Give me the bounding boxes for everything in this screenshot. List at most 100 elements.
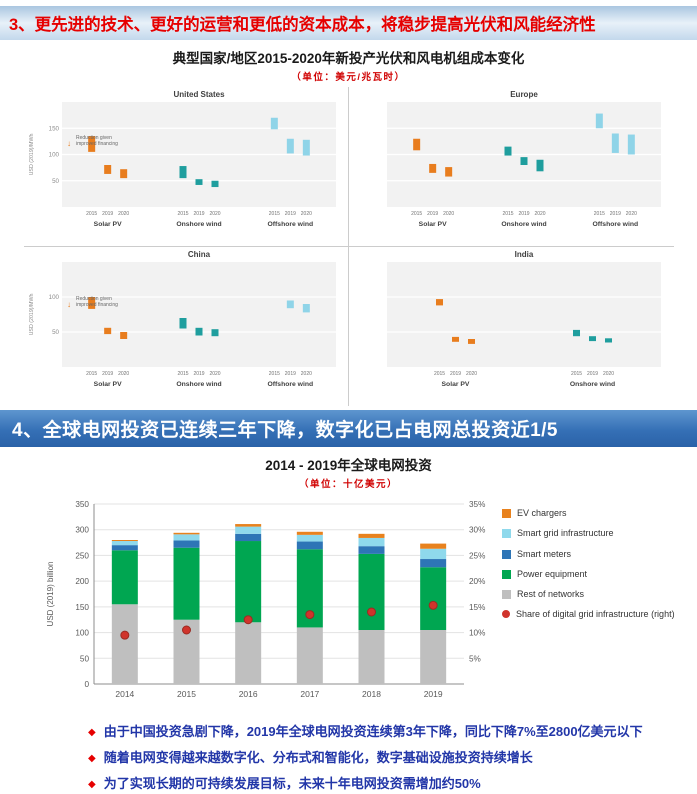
tech-label: Solar PV xyxy=(93,221,121,228)
year-label: 2015 xyxy=(502,211,513,217)
digital-share-dot xyxy=(367,607,376,617)
digital-share-dot xyxy=(182,625,191,635)
y-tick-label: 50 xyxy=(52,329,59,336)
y-tick-label: 200 xyxy=(75,577,89,586)
legend-item: Share of digital grid infrastructure (ri… xyxy=(502,609,697,620)
stack-segment xyxy=(111,550,138,605)
tech-label: Offshore wind xyxy=(592,221,638,228)
cost-chart-title: 典型国家/地区2015-2020年新投产光伏和风电机组成本变化 xyxy=(172,51,525,66)
legend-label: EV chargers xyxy=(517,508,567,518)
legend-swatch-icon xyxy=(502,549,511,559)
legend-item: Rest of networks xyxy=(502,589,697,600)
digital-share-dot xyxy=(305,610,315,620)
digital-share-dot xyxy=(243,615,253,625)
year-label: 2019 xyxy=(193,211,204,217)
stack-segment xyxy=(296,534,323,542)
stack-segment xyxy=(420,630,447,684)
legend-label: Smart meters xyxy=(517,548,572,559)
annotation-text: improved financing xyxy=(76,302,118,308)
y-axis-label: USD (2019)/MWh xyxy=(29,294,35,336)
stack-segment xyxy=(235,524,262,527)
stack-segment xyxy=(235,533,262,542)
y-tick-label: 50 xyxy=(80,654,90,663)
stack-segment xyxy=(358,533,385,538)
panel-title: China xyxy=(187,250,210,259)
stack-segment xyxy=(235,541,262,623)
cost-range-bar xyxy=(412,138,420,151)
bullet-item: ◆ 随着电网变得越来越数字化、分布式和智能化，数字基础设施投资持续增长 xyxy=(88,749,673,768)
key-points-list: ◆ 由于中国投资急剧下降，2019年全球电网投资连续第3年下降，同比下降7%至2… xyxy=(0,723,697,794)
bullet-text: 由于中国投资急剧下降，2019年全球电网投资连续第3年下降，同比下降7%至280… xyxy=(103,724,643,739)
plot-area xyxy=(61,262,336,367)
y-tick-label: 0 xyxy=(84,680,89,689)
cost-range-bar xyxy=(211,329,218,337)
year-label: 2015 xyxy=(411,211,422,217)
cost-range-bar xyxy=(119,169,127,179)
year-label: 2019 xyxy=(284,371,295,377)
legend-label: Rest of networks xyxy=(517,589,585,599)
cost-panel-chart: United States 50 100 150 USD (2019)/MWh 2015 2… xyxy=(29,90,336,228)
tech-label: Solar PV xyxy=(418,221,446,228)
x-tick-label: 2014 xyxy=(115,689,134,699)
year-label: 2020 xyxy=(118,371,129,377)
diamond-icon: ◆ xyxy=(88,778,96,790)
y2-tick-label: 15% xyxy=(469,603,485,612)
cost-range-bar xyxy=(604,338,612,343)
stack-segment xyxy=(235,526,262,534)
year-label: 2020 xyxy=(300,371,311,377)
year-label: 2020 xyxy=(209,371,220,377)
year-label: 2015 xyxy=(177,211,188,217)
year-label: 2019 xyxy=(586,371,597,377)
cost-range-bar xyxy=(302,139,310,156)
cost-range-bar xyxy=(444,167,452,177)
report-page: 3、更先进的技术、更好的运营和更低的资本成本，将稳步提高光伏和风能经济性 典型国… xyxy=(0,6,697,791)
cost-panel-chart: Europe 2015 2019 2020 Solar PV 2015 2019 2020 On… xyxy=(386,90,661,228)
section3-header-text: 3、更先进的技术、更好的运营和更低的资本成本，将稳步提高光伏和风能经济性 xyxy=(9,16,596,34)
annotation-text: Reduction given xyxy=(76,135,112,141)
stack-segment xyxy=(173,547,200,620)
cost-range-bar xyxy=(572,329,580,337)
year-label: 2020 xyxy=(465,371,476,377)
bullet-text: 随着电网变得越来越数字化、分布式和智能化，数字基础设施投资持续增长 xyxy=(103,749,533,765)
legend-item: Smart grid infrastructure xyxy=(502,528,697,539)
tech-label: Onshore wind xyxy=(569,381,614,388)
section4-header: 4、全球电网投资已连续三年下降，数字化已占电网总投资近1/5 xyxy=(0,410,697,447)
down-arrow-icon: ↓ xyxy=(67,300,71,309)
y-axis-label: USD (2019) billion xyxy=(46,562,55,627)
y-tick-label: 100 xyxy=(48,294,59,301)
cost-range-bar xyxy=(428,163,436,173)
year-label: 2019 xyxy=(427,211,438,217)
year-label: 2020 xyxy=(300,211,311,217)
y2-tick-label: 30% xyxy=(469,526,485,535)
digital-share-dot xyxy=(428,600,438,610)
cost-range-bar xyxy=(611,133,619,153)
legend-label: Power equipment xyxy=(517,568,588,579)
cost-panel-europe: Europe 2015 2019 2020 Solar PV 2015 2019 2020 On… xyxy=(348,87,674,247)
cost-range-bar xyxy=(504,146,511,156)
bullet-item: ◆ 为了实现长期的可持续发展目标，未来十年电网投资需增加约50% xyxy=(88,775,673,794)
stack-segment xyxy=(296,627,323,684)
cost-range-bar xyxy=(536,159,543,172)
cost-range-bar xyxy=(103,327,111,335)
cost-range-bar xyxy=(195,327,202,336)
tech-label: Offshore wind xyxy=(267,381,313,388)
cost-chart-panels: United States 50 100 150 USD (2019)/MWh 2015 2… xyxy=(23,87,674,406)
year-label: 2015 xyxy=(433,371,444,377)
cost-panel-china: China 50 100 USD (2019)/MWh 2015 2019 2020 Sola… xyxy=(24,247,349,406)
year-label: 2015 xyxy=(86,371,97,377)
down-arrow-icon: ↓ xyxy=(67,139,71,148)
legend-item: EV chargers xyxy=(502,508,697,519)
panel-title: India xyxy=(514,250,533,259)
tech-label: Onshore wind xyxy=(176,221,221,228)
legend-swatch-icon xyxy=(502,509,511,518)
plot-area xyxy=(386,262,661,367)
year-label: 2020 xyxy=(625,211,636,217)
cost-chart-unit: （单位：美元/兆瓦时） xyxy=(291,72,406,83)
cost-range-bar xyxy=(520,157,527,165)
year-label: 2015 xyxy=(177,371,188,377)
year-label: 2015 xyxy=(593,211,604,217)
x-tick-label: 2017 xyxy=(300,689,319,699)
tech-label: Onshore wind xyxy=(176,381,221,388)
cost-range-bar xyxy=(179,166,186,179)
stack-segment xyxy=(111,540,138,542)
